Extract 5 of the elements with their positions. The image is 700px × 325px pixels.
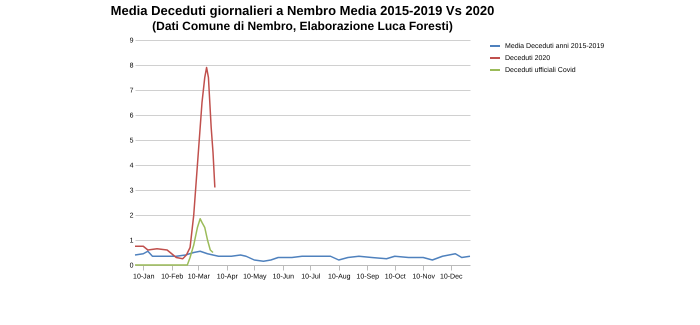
chart-title: Media Deceduti giornalieri a Nembro Media 2015-2019 Vs 2020: [110, 3, 494, 18]
chart-subtitle: (Dati Comune di Nembro, Elaborazione Luca Foresti): [152, 19, 453, 33]
line-series: [134, 218, 214, 266]
line-series: [134, 250, 471, 262]
line-series: [134, 66, 216, 260]
